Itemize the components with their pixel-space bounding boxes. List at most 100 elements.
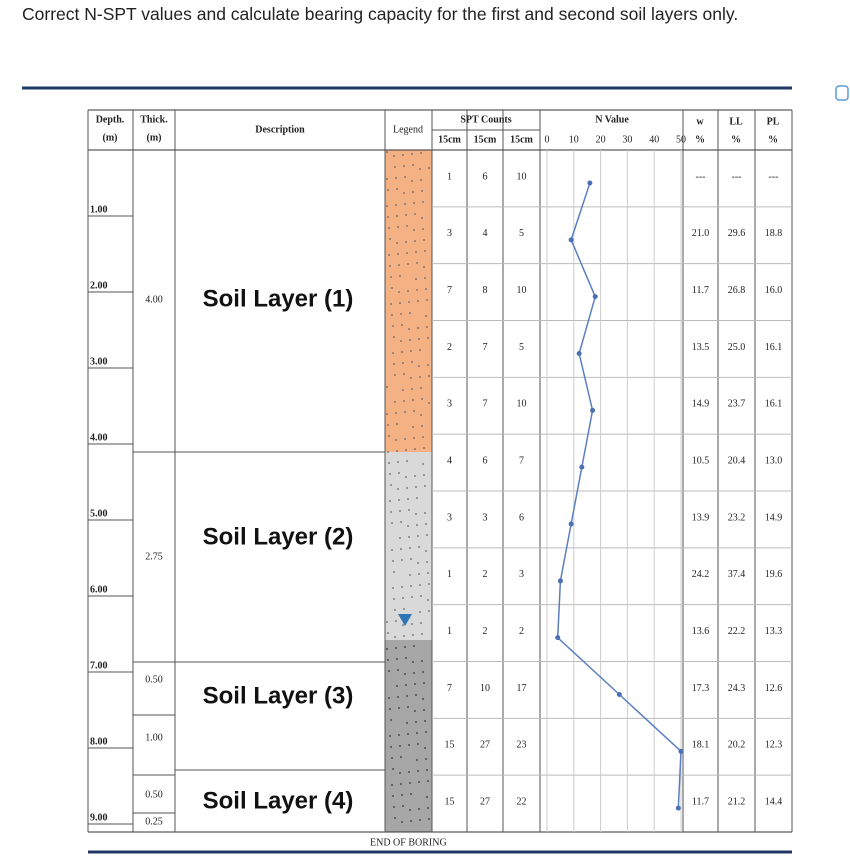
soil-property: 16.0 [765, 285, 783, 296]
legend-dot [410, 820, 412, 822]
legend-dot [396, 658, 398, 660]
legend-dot [421, 660, 423, 662]
legend-dot [419, 168, 421, 170]
soil-property: 23.2 [728, 512, 746, 523]
soil-property: 37.4 [728, 569, 746, 580]
legend-dot [417, 535, 419, 537]
legend-dot [393, 571, 395, 573]
legend-dot [425, 731, 427, 733]
legend-dot [411, 361, 413, 363]
legend-dot [410, 585, 412, 587]
legend-dot [401, 586, 403, 588]
legend-dot [416, 732, 418, 734]
spt-count: 3 [483, 512, 488, 523]
legend-dot [420, 595, 422, 597]
legend-dot [399, 745, 401, 747]
legend-dot [413, 229, 415, 231]
legend-dot [392, 560, 394, 562]
legend-dot [410, 350, 412, 352]
legend-dot [394, 609, 396, 611]
legend-dot [390, 484, 392, 486]
legend-dot [417, 300, 419, 302]
legend-dot [406, 722, 408, 724]
spt-count: 4 [447, 455, 452, 466]
depth-label: 3.00 [90, 356, 108, 367]
legend-dot [411, 180, 413, 182]
legend-dot [397, 253, 399, 255]
legend-dot [388, 670, 390, 672]
legend-dot [387, 216, 389, 218]
legend-dot [408, 536, 410, 538]
legend-dot [393, 155, 395, 157]
soil-property: 13.9 [692, 512, 710, 523]
legend-dot [409, 339, 411, 341]
legend-dot [395, 620, 397, 622]
spt-count: 7 [519, 455, 524, 466]
legend-dot [416, 759, 418, 761]
legend-dot [395, 412, 397, 414]
legend-dot [408, 771, 410, 773]
legend-dot [422, 698, 424, 700]
soil-property: 16.1 [765, 342, 783, 353]
legend-dot [393, 806, 395, 808]
legend-dot [425, 758, 427, 760]
spt-count: 27 [480, 740, 490, 751]
soil-property: 12.3 [765, 740, 783, 751]
legend-dot [404, 203, 406, 205]
legend-dot [418, 338, 420, 340]
legend-dot [397, 488, 399, 490]
question: Correct N-SPT values and calculate beari… [22, 4, 739, 24]
legend-dot [423, 239, 425, 241]
layer-name: Soil Layer (3) [203, 682, 354, 709]
legend-dot [417, 770, 419, 772]
spt-count: 2 [519, 626, 524, 637]
legend-dot [395, 439, 397, 441]
legend-dot [391, 314, 393, 316]
legend-dot [411, 623, 413, 625]
legend-dot [399, 302, 401, 304]
legend-dot [416, 289, 418, 291]
legend-dot [428, 402, 430, 404]
header: Thick. [140, 114, 168, 125]
legend-dot [397, 226, 399, 228]
soil-property: 10.5 [692, 455, 710, 466]
legend-dot [426, 769, 428, 771]
legend-dot [424, 720, 426, 722]
legend-dot [386, 178, 388, 180]
legend-dot [407, 733, 409, 735]
thickness: 2.75 [145, 551, 163, 562]
legend-dot [400, 548, 402, 550]
legend-dot [398, 499, 400, 501]
legend-dot [388, 697, 390, 699]
legend-dot [404, 438, 406, 440]
header: 15cm [510, 134, 533, 145]
n-value-point [675, 805, 681, 811]
legend-dot [392, 587, 394, 589]
soil-property: 20.2 [728, 740, 746, 751]
legend-dot [414, 213, 416, 215]
legend-dot [402, 597, 404, 599]
legend-dot [413, 645, 415, 647]
soil-property: 23.7 [728, 399, 746, 410]
legend-dot [395, 204, 397, 206]
legend-dot [412, 634, 414, 636]
spt-count: 7 [447, 683, 452, 694]
legend-dot [421, 425, 423, 427]
legend-dot [414, 448, 416, 450]
soil-property: --- [696, 171, 706, 182]
legend-dot [386, 151, 388, 153]
legend-dot [419, 376, 421, 378]
header: Legend [393, 124, 423, 135]
n-value-point [576, 351, 582, 356]
legend-dot [395, 177, 397, 179]
legend-dot [388, 462, 390, 464]
legend-dot [413, 437, 415, 439]
legend-dot [408, 301, 410, 303]
spt-count: 10 [480, 683, 490, 694]
legend-dot [386, 413, 388, 415]
header: LL [729, 116, 743, 127]
legend-dot [421, 217, 423, 219]
soil-property: 29.6 [728, 228, 746, 239]
legend-dot [424, 250, 426, 252]
legend-dot [412, 399, 414, 401]
